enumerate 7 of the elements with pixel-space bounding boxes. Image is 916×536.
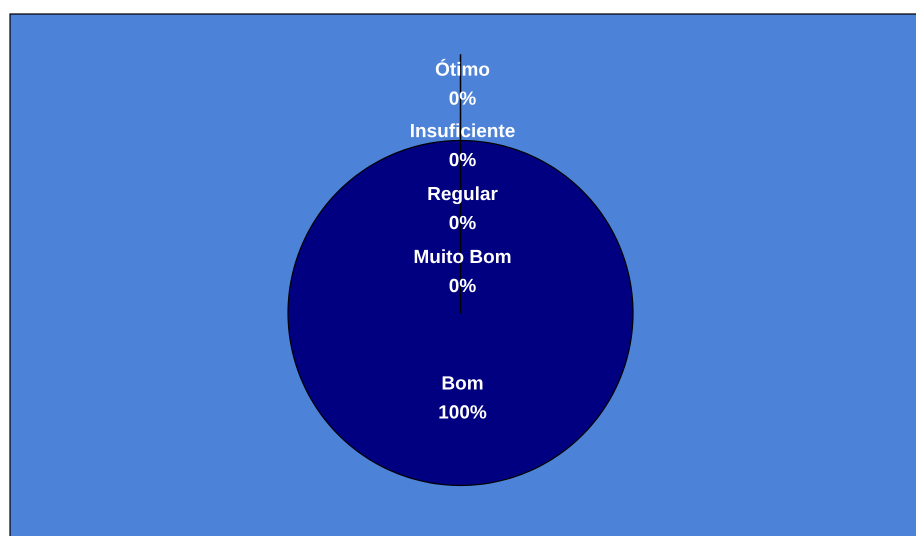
category-label: Regular	[428, 186, 498, 204]
data-label: 100%	[439, 405, 486, 419]
text: 0%	[450, 152, 476, 166]
slice-label: Bom	[442, 376, 482, 390]
text: 0%	[450, 216, 476, 230]
text: 0%	[450, 278, 476, 292]
category-label: Muito Bom	[414, 249, 510, 264]
